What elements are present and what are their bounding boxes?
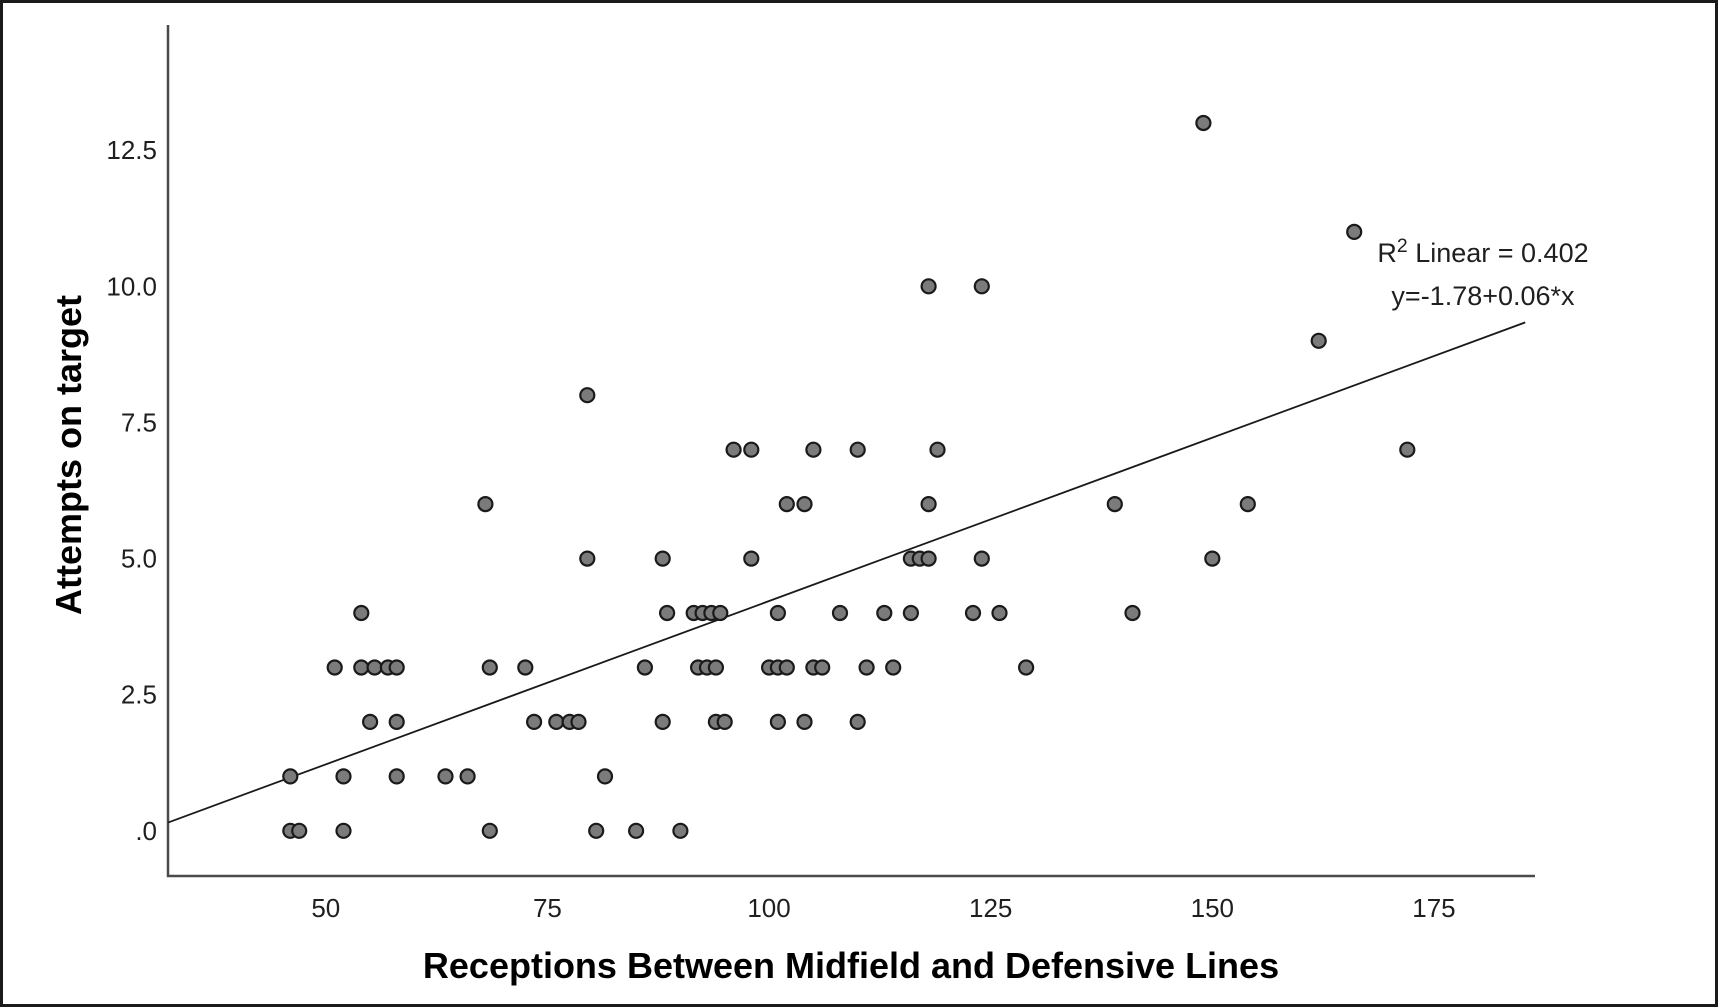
y-tick-label: 12.5 xyxy=(106,135,157,165)
data-point xyxy=(570,713,587,731)
data-point xyxy=(548,713,565,731)
data-point xyxy=(778,659,795,676)
data-point xyxy=(388,768,405,785)
data-point xyxy=(849,441,866,458)
scatter-plot-canvas: 50 75 100 125 150 175 .0 2.5 5.0 7.5 10.0 12.5 xyxy=(106,25,1535,923)
y-tick-label: 2.5 xyxy=(121,680,157,710)
data-point xyxy=(805,441,822,458)
data-point xyxy=(1239,496,1256,513)
data-point xyxy=(796,713,813,731)
data-point xyxy=(743,441,760,458)
data-point xyxy=(973,278,990,295)
data-point xyxy=(326,659,343,676)
data-point xyxy=(579,550,596,567)
data-point xyxy=(596,768,614,785)
data-point xyxy=(1124,604,1141,622)
data-point xyxy=(1195,114,1212,132)
data-point xyxy=(627,822,645,839)
data-point xyxy=(778,496,795,513)
data-point xyxy=(335,822,352,839)
data-point xyxy=(849,713,866,731)
data-point xyxy=(973,550,990,567)
data-point xyxy=(477,496,494,513)
r-squared-exponent: 2 xyxy=(1396,235,1408,257)
data-point xyxy=(743,550,760,567)
r-squared-label: R2 Linear = 0.402 xyxy=(1353,235,1613,269)
x-tick-label: 175 xyxy=(1412,893,1455,923)
data-point xyxy=(964,604,982,622)
data-point xyxy=(366,659,383,676)
data-point xyxy=(459,768,476,785)
x-tick-label: 150 xyxy=(1191,893,1234,923)
data-point xyxy=(707,659,725,676)
regression-equation-label: y=-1.78+0.06*x xyxy=(1391,281,1575,312)
data-point xyxy=(388,659,405,676)
data-point xyxy=(769,713,787,731)
r-squared-base: R xyxy=(1377,238,1397,268)
data-point xyxy=(1017,659,1035,676)
data-point xyxy=(353,659,370,676)
data-point xyxy=(388,713,405,731)
data-point xyxy=(1346,223,1363,240)
data-point xyxy=(858,659,875,676)
data-point xyxy=(1106,496,1123,513)
data-point xyxy=(902,604,920,622)
data-point xyxy=(885,659,902,676)
regression-line xyxy=(167,321,1526,824)
data-point xyxy=(814,659,831,676)
data-point xyxy=(672,822,689,839)
r-squared-value: Linear = 0.402 xyxy=(1407,238,1589,268)
data-point xyxy=(929,441,946,458)
x-tick-label: 100 xyxy=(747,893,790,923)
y-axis-title: Attempts on target xyxy=(48,294,89,616)
data-point xyxy=(920,550,937,567)
data-point xyxy=(712,604,729,622)
data-point xyxy=(716,713,733,731)
data-point xyxy=(362,713,379,731)
data-point xyxy=(481,659,498,676)
y-tick-label: .0 xyxy=(135,816,157,846)
data-point xyxy=(437,768,454,785)
y-tick-label: 5.0 xyxy=(121,544,157,574)
data-point xyxy=(991,604,1008,622)
data-point xyxy=(831,604,849,622)
y-tick-label: 10.0 xyxy=(106,271,157,301)
data-point xyxy=(335,768,352,785)
x-tick-label: 125 xyxy=(969,893,1012,923)
regression-annotation: R2 Linear = 0.402 y=-1.78+0.06*x xyxy=(1353,235,1613,312)
data-point xyxy=(658,604,676,622)
x-axis-title: Receptions Between Midfield and Defensiv… xyxy=(422,945,1280,986)
data-point xyxy=(769,604,787,622)
data-point xyxy=(1204,550,1221,567)
x-tick-label: 50 xyxy=(311,893,340,923)
data-point xyxy=(282,768,299,785)
data-point xyxy=(291,822,308,839)
data-point xyxy=(636,659,654,676)
y-tick-label: 7.5 xyxy=(121,407,157,437)
data-point xyxy=(920,496,937,513)
data-point xyxy=(525,713,543,731)
x-tick-label: 75 xyxy=(533,893,562,923)
data-point xyxy=(654,550,671,567)
data-point xyxy=(588,822,605,839)
data-point xyxy=(920,278,937,295)
data-point xyxy=(796,496,813,513)
data-point xyxy=(517,659,534,676)
data-point xyxy=(579,387,596,404)
data-point xyxy=(353,604,370,622)
data-point xyxy=(725,441,742,458)
data-point xyxy=(1399,441,1416,458)
data-point xyxy=(481,822,498,839)
data-point xyxy=(876,604,893,622)
data-point xyxy=(654,713,671,731)
data-point xyxy=(1310,332,1327,349)
